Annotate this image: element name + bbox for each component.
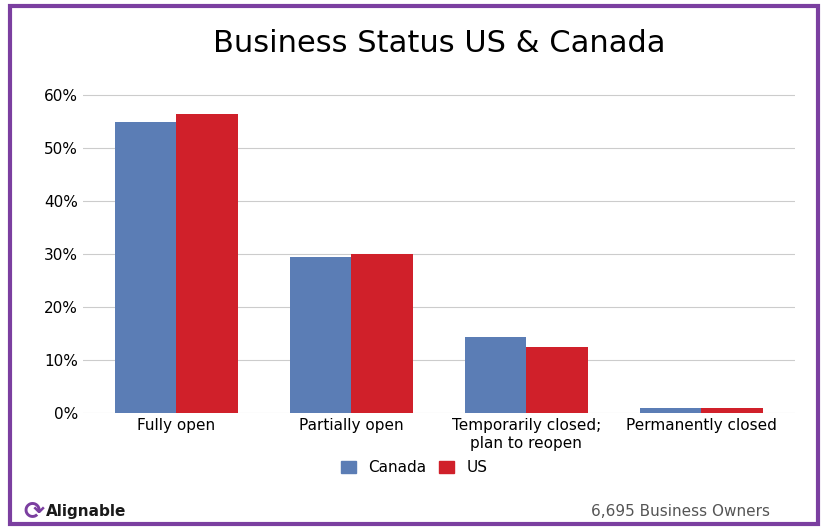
Bar	[465, 337, 526, 413]
Bar	[700, 408, 762, 413]
Bar	[526, 347, 587, 413]
Bar	[115, 122, 176, 413]
Bar	[289, 257, 351, 413]
Bar	[176, 114, 237, 413]
Text: ⟳: ⟳	[23, 499, 44, 524]
Text: 6,695 Business Owners: 6,695 Business Owners	[590, 504, 769, 519]
Bar	[351, 254, 412, 413]
Text: Alignable: Alignable	[45, 504, 126, 519]
Bar	[639, 408, 700, 413]
Legend: Canada, US: Canada, US	[336, 456, 491, 480]
Title: Business Status US & Canada: Business Status US & Canada	[213, 29, 664, 58]
